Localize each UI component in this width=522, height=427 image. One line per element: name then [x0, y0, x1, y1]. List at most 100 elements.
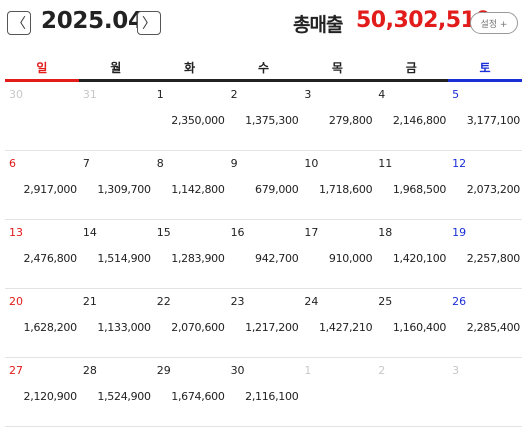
day-number: 7: [82, 157, 90, 170]
calendar-day-cell[interactable]: 21 1,133,000: [78, 289, 153, 358]
day-number: 23: [230, 295, 245, 308]
calendar-day-cell[interactable]: 5 3,177,100: [448, 82, 522, 151]
day-number: 31: [82, 88, 97, 101]
calendar-day-cell[interactable]: 4 2,146,800: [374, 82, 449, 151]
calendar-day-cell[interactable]: 27 2,120,900: [5, 358, 79, 427]
day-number: 3: [452, 364, 460, 377]
calendar-day-cell[interactable]: 14 1,514,900: [78, 220, 153, 289]
day-number: 20: [9, 295, 23, 308]
weekday-header-row: 일 월 화 수 목 금 토: [5, 58, 522, 82]
weekday-thursday: 목: [300, 58, 375, 82]
daily-sales-amount: 2,146,800: [392, 114, 447, 127]
month-title: 2025.04: [41, 8, 144, 34]
day-number: 5: [452, 88, 460, 101]
calendar-day-cell[interactable]: 19 2,257,800: [448, 220, 522, 289]
calendar-day-cell[interactable]: 15 1,283,900: [152, 220, 227, 289]
daily-sales-amount: 1,375,300: [245, 114, 299, 127]
calendar-day-cell-other-month[interactable]: 30: [5, 82, 79, 151]
day-number: 18: [378, 226, 393, 239]
daily-sales-amount: 1,427,210: [318, 321, 373, 334]
calendar-day-cell[interactable]: 25 1,160,400: [374, 289, 449, 358]
day-number: 4: [378, 88, 386, 101]
calendar-day-cell[interactable]: 11 1,968,500: [374, 151, 449, 220]
total-sales-label: 총매출: [293, 14, 343, 36]
daily-sales-amount: 1,142,800: [171, 183, 225, 196]
chevron-right-icon: 〉: [142, 16, 156, 32]
daily-sales-amount: 1,514,900: [97, 252, 151, 265]
calendar-day-cell[interactable]: 6 2,917,000: [5, 151, 79, 220]
calendar-day-cell[interactable]: 22 2,070,600: [152, 289, 227, 358]
calendar-day-cell[interactable]: 2 1,375,300: [226, 82, 301, 151]
calendar-day-cell[interactable]: 30 2,116,100: [226, 358, 301, 427]
day-number: 28: [82, 364, 97, 377]
calendar-day-cell[interactable]: 8 1,142,800: [152, 151, 227, 220]
day-number: 6: [9, 157, 16, 170]
calendar-day-cell-other-month[interactable]: 3: [448, 358, 522, 427]
daily-sales-amount: 1,628,200: [23, 321, 78, 334]
calendar-day-cell[interactable]: 20 1,628,200: [5, 289, 79, 358]
daily-sales-amount: 942,700: [255, 252, 299, 265]
daily-sales-amount: 2,476,800: [23, 252, 78, 265]
day-number: 10: [304, 157, 319, 170]
day-number: 24: [304, 295, 319, 308]
daily-sales-amount: 2,070,600: [171, 321, 225, 334]
daily-sales-amount: 2,257,800: [466, 252, 521, 265]
daily-sales-amount: 679,000: [255, 183, 299, 196]
calendar-day-cell[interactable]: 13 2,476,800: [5, 220, 79, 289]
day-number: 2: [378, 364, 386, 377]
daily-sales-amount: 2,120,900: [23, 390, 78, 403]
weekday-sunday: 일: [5, 58, 79, 82]
prev-month-button[interactable]: 〈: [7, 11, 31, 35]
daily-sales-amount: 279,800: [328, 114, 373, 127]
calendar-day-cell[interactable]: 1 2,350,000: [152, 82, 227, 151]
calendar-day-cell-other-month[interactable]: 31: [78, 82, 153, 151]
calendar-day-cell[interactable]: 16 942,700: [226, 220, 301, 289]
weekday-monday: 월: [78, 58, 153, 82]
weekday-saturday: 토: [448, 58, 522, 82]
calendar-day-cell-other-month[interactable]: 1: [300, 358, 375, 427]
day-number: 11: [378, 157, 393, 170]
day-number: 14: [82, 226, 97, 239]
calendar-day-cell[interactable]: 7 1,309,700: [78, 151, 153, 220]
next-month-button[interactable]: 〉: [137, 11, 161, 35]
day-number: 26: [452, 295, 467, 308]
day-number: 22: [156, 295, 171, 308]
day-number: 16: [230, 226, 245, 239]
calendar-day-cell[interactable]: 29 1,674,600: [152, 358, 227, 427]
calendar-day-cell-other-month[interactable]: 2: [374, 358, 449, 427]
calendar-day-cell[interactable]: 24 1,427,210: [300, 289, 375, 358]
calendar-day-cell[interactable]: 3 279,800: [300, 82, 375, 151]
day-number: 9: [230, 157, 238, 170]
calendar-day-cell[interactable]: 18 1,420,100: [374, 220, 449, 289]
calendar-day-cell[interactable]: 9 679,000: [226, 151, 301, 220]
calendar-day-cell[interactable]: 10 1,718,600: [300, 151, 375, 220]
daily-sales-amount: 2,116,100: [245, 390, 299, 403]
daily-sales-amount: 2,073,200: [466, 183, 521, 196]
weekday-wednesday: 수: [226, 58, 301, 82]
daily-sales-amount: 910,000: [328, 252, 373, 265]
settings-button[interactable]: 설정 +: [470, 12, 518, 34]
day-number: 15: [156, 226, 171, 239]
daily-sales-amount: 2,350,000: [171, 114, 225, 127]
calendar-day-cell[interactable]: 23 1,217,200: [226, 289, 301, 358]
calendar-grid: 30 31 1 2,350,000 2 1,375,300 3 279,800 4 2,146,8…: [5, 82, 522, 427]
daily-sales-amount: 1,217,200: [245, 321, 299, 334]
day-number: 3: [304, 88, 312, 101]
day-number: 30: [9, 88, 23, 101]
day-number: 13: [9, 226, 23, 239]
daily-sales-amount: 1,674,600: [171, 390, 225, 403]
calendar-day-cell[interactable]: 28 1,524,900: [78, 358, 153, 427]
calendar-header: 〈 2025.04 〉 총매출 50,302,510 설정 +: [0, 0, 522, 50]
daily-sales-amount: 2,917,000: [23, 183, 78, 196]
daily-sales-amount: 3,177,100: [466, 114, 521, 127]
calendar-day-cell[interactable]: 12 2,073,200: [448, 151, 522, 220]
weekday-friday: 금: [374, 58, 449, 82]
day-number: 2: [230, 88, 238, 101]
calendar-day-cell[interactable]: 17 910,000: [300, 220, 375, 289]
daily-sales-amount: 1,160,400: [392, 321, 447, 334]
daily-sales-amount: 1,718,600: [318, 183, 373, 196]
day-number: 25: [378, 295, 393, 308]
daily-sales-amount: 1,283,900: [171, 252, 225, 265]
calendar-day-cell[interactable]: 26 2,285,400: [448, 289, 522, 358]
day-number: 12: [452, 157, 467, 170]
